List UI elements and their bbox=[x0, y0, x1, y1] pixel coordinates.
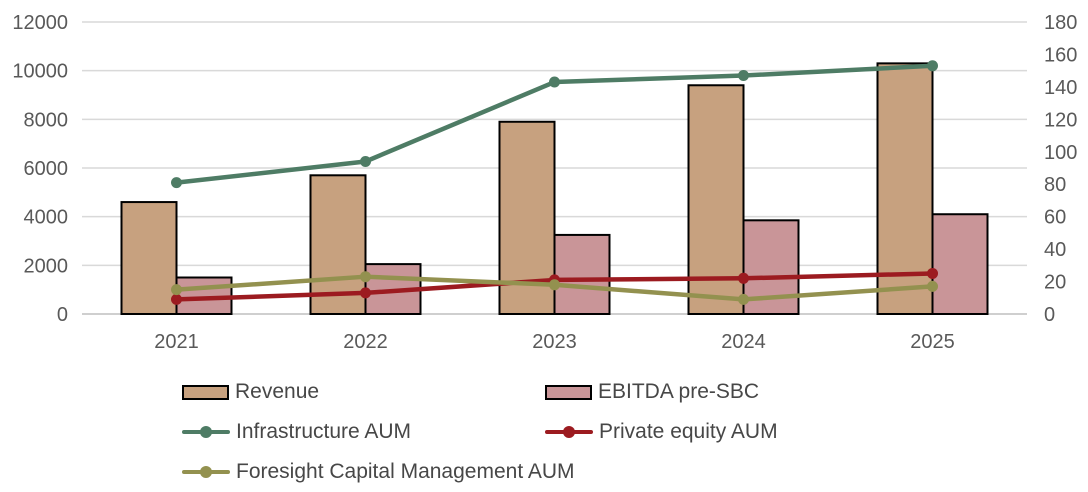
marker-private-equity-aum-2024 bbox=[738, 272, 749, 284]
foresight-capital-management-aum-line-marker-icon bbox=[182, 470, 230, 474]
left-axis-tick-2000: 2000 bbox=[24, 255, 69, 277]
legend-row-1: Revenue EBITDA pre-SBC bbox=[182, 372, 1062, 412]
right-axis-tick-160: 160 bbox=[1044, 44, 1077, 66]
legend-item-revenue: Revenue bbox=[182, 380, 545, 404]
revenue-swatch-icon bbox=[182, 384, 229, 400]
marker-infrastructure-aum-2023 bbox=[549, 76, 560, 88]
left-axis-tick-0: 0 bbox=[57, 304, 68, 326]
legend-label-ebitda-pre-sbc: EBITDA pre-SBC bbox=[598, 380, 760, 403]
legend-item-ebitda-pre-sbc: EBITDA pre-SBC bbox=[545, 380, 1062, 404]
legend-label-infrastructure-aum: Infrastructure AUM bbox=[236, 420, 412, 443]
left-axis-tick-4000: 4000 bbox=[24, 207, 69, 229]
right-axis-tick-0: 0 bbox=[1044, 304, 1055, 326]
legend-item-infrastructure-aum: Infrastructure AUM bbox=[182, 420, 545, 444]
x-axis-label-2025: 2025 bbox=[910, 331, 955, 353]
bar-revenue-2021 bbox=[120, 201, 178, 315]
legend-label-foresight-capital-management-aum: Foresight Capital Management AUM bbox=[236, 460, 575, 483]
x-axis-label-2023: 2023 bbox=[532, 331, 577, 353]
right-axis-tick-40: 40 bbox=[1044, 239, 1066, 261]
marker-infrastructure-aum-2025 bbox=[927, 60, 938, 72]
bar-ebitda-pre-sbc-2025 bbox=[931, 213, 989, 316]
marker-foresight-capital-management-aum-2023 bbox=[549, 279, 560, 291]
right-axis-tick-180: 180 bbox=[1044, 12, 1077, 34]
marker-infrastructure-aum-2024 bbox=[738, 70, 749, 82]
right-axis-tick-60: 60 bbox=[1044, 207, 1066, 229]
right-axis-tick-20: 20 bbox=[1044, 272, 1066, 294]
x-axis-label-2021: 2021 bbox=[154, 331, 199, 353]
legend-row-3: Foresight Capital Management AUM bbox=[182, 452, 1062, 492]
x-axis-label-2022: 2022 bbox=[343, 331, 388, 353]
marker-infrastructure-aum-2022 bbox=[360, 156, 371, 168]
right-axis-tick-120: 120 bbox=[1044, 109, 1077, 131]
chart-legend: Revenue EBITDA pre-SBC Infrastructure AU… bbox=[182, 372, 1062, 492]
bar-revenue-2024 bbox=[687, 84, 745, 316]
legend-label-private-equity-aum: Private equity AUM bbox=[599, 420, 778, 443]
marker-private-equity-aum-2021 bbox=[171, 293, 182, 305]
marker-foresight-capital-management-aum-2022 bbox=[360, 271, 371, 283]
legend-item-private-equity-aum: Private equity AUM bbox=[545, 420, 1062, 444]
x-axis-label-2024: 2024 bbox=[721, 331, 766, 353]
marker-foresight-capital-management-aum-2024 bbox=[738, 293, 749, 305]
marker-private-equity-aum-2025 bbox=[927, 267, 938, 279]
marker-foresight-capital-management-aum-2025 bbox=[927, 280, 938, 292]
marker-private-equity-aum-2022 bbox=[360, 287, 371, 299]
infrastructure-aum-line-marker-icon bbox=[182, 430, 230, 434]
ebitda-swatch-icon bbox=[545, 384, 592, 400]
bar-ebitda-pre-sbc-2023 bbox=[553, 233, 611, 316]
plot-area: 0 2000 4000 6000 8000 10000 12000 0 20 40 60 80 100 1… bbox=[12, 12, 1077, 353]
right-axis-tick-80: 80 bbox=[1044, 174, 1066, 196]
bar-revenue-2022 bbox=[309, 174, 367, 315]
left-axis-tick-6000: 6000 bbox=[24, 158, 69, 180]
right-axis-tick-140: 140 bbox=[1044, 77, 1077, 99]
right-axis-tick-100: 100 bbox=[1044, 142, 1077, 164]
legend-label-revenue: Revenue bbox=[235, 380, 320, 403]
left-axis-tick-8000: 8000 bbox=[24, 109, 69, 131]
left-axis-tick-10000: 10000 bbox=[12, 61, 68, 83]
marker-foresight-capital-management-aum-2021 bbox=[171, 284, 182, 296]
left-axis-tick-12000: 12000 bbox=[12, 12, 68, 34]
private-equity-aum-line-marker-icon bbox=[545, 430, 593, 434]
marker-infrastructure-aum-2021 bbox=[171, 177, 182, 189]
legend-item-foresight-capital-management-aum: Foresight Capital Management AUM bbox=[182, 460, 575, 484]
legend-row-2: Infrastructure AUM Private equity AUM bbox=[182, 412, 1062, 452]
